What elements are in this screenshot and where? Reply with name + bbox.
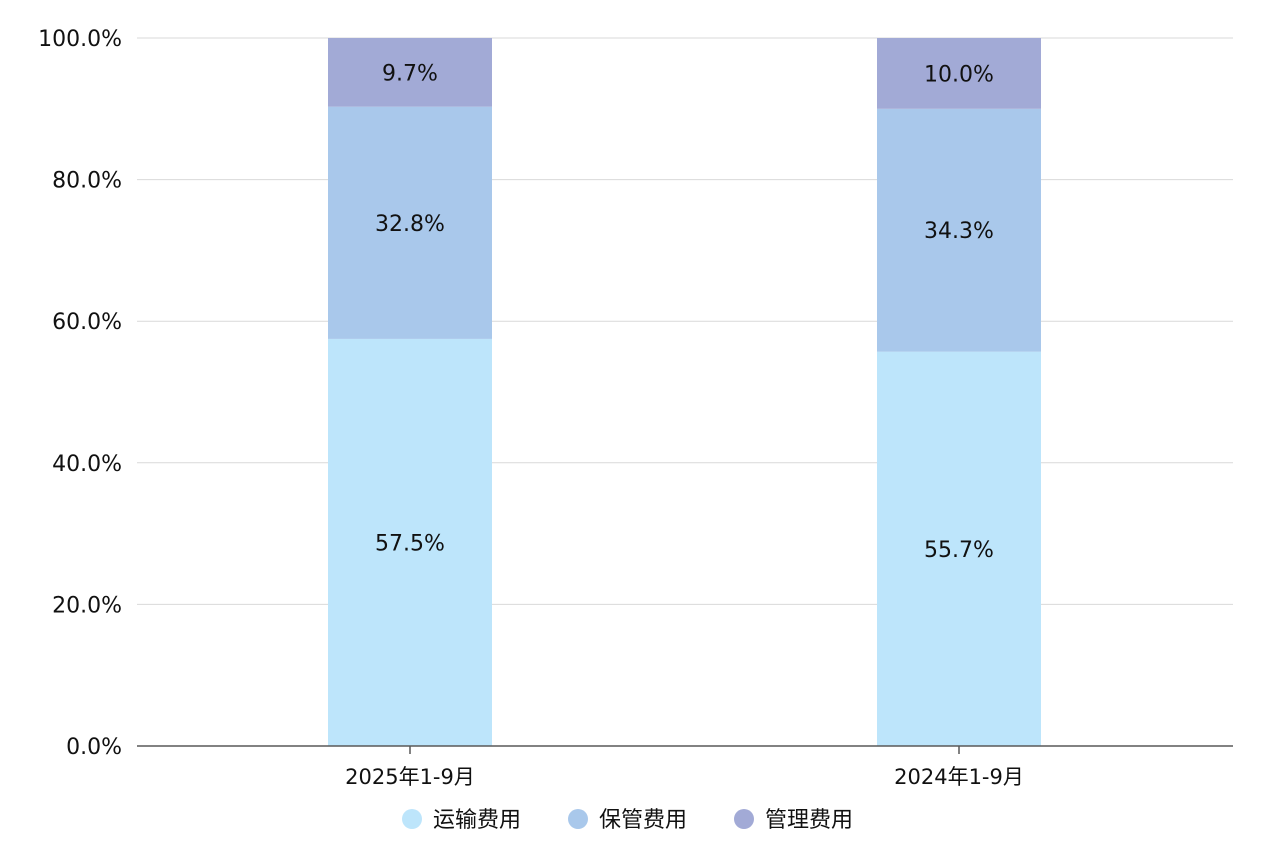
data-label: 32.8% xyxy=(375,212,445,237)
legend-label: 管理费用 xyxy=(765,808,853,833)
data-label: 9.7% xyxy=(382,61,438,86)
bar-segment xyxy=(328,338,492,746)
legend-marker xyxy=(734,809,754,829)
bar-segment xyxy=(877,38,1041,109)
y-tick-label: 40.0% xyxy=(52,452,122,477)
bar-segment xyxy=(328,38,492,107)
y-tick-label: 20.0% xyxy=(52,593,122,618)
data-label: 55.7% xyxy=(924,538,994,563)
legend-marker xyxy=(568,809,588,829)
y-tick-label: 0.0% xyxy=(66,735,122,760)
bar-segment xyxy=(328,106,492,339)
x-tick-label: 2024年1-9月 xyxy=(894,765,1024,789)
data-label: 57.5% xyxy=(375,531,445,556)
legend: 运输费用 保管费用 管理费用 xyxy=(402,808,853,833)
y-tick-label: 80.0% xyxy=(52,169,122,194)
legend-label: 保管费用 xyxy=(599,808,687,833)
y-tick-label: 60.0% xyxy=(52,310,122,335)
data-label: 10.0% xyxy=(924,62,994,87)
legend-label: 运输费用 xyxy=(433,808,521,833)
bar-segment xyxy=(877,351,1041,746)
x-tick-label: 2025年1-9月 xyxy=(345,765,475,789)
axes: 0.0% 20.0% 40.0% 60.0% 80.0% 100.0% 2025年1-9月 2… xyxy=(38,27,1233,789)
data-label: 34.3% xyxy=(924,219,994,244)
gridlines xyxy=(137,37,1233,605)
y-tick-label: 100.0% xyxy=(38,27,122,52)
bar-segment xyxy=(877,108,1041,352)
data-labels: 57.5% 32.8% 9.7% 55.7% 34.3% 10.0% xyxy=(375,61,994,562)
bars xyxy=(328,38,1041,746)
legend-marker xyxy=(402,809,422,829)
